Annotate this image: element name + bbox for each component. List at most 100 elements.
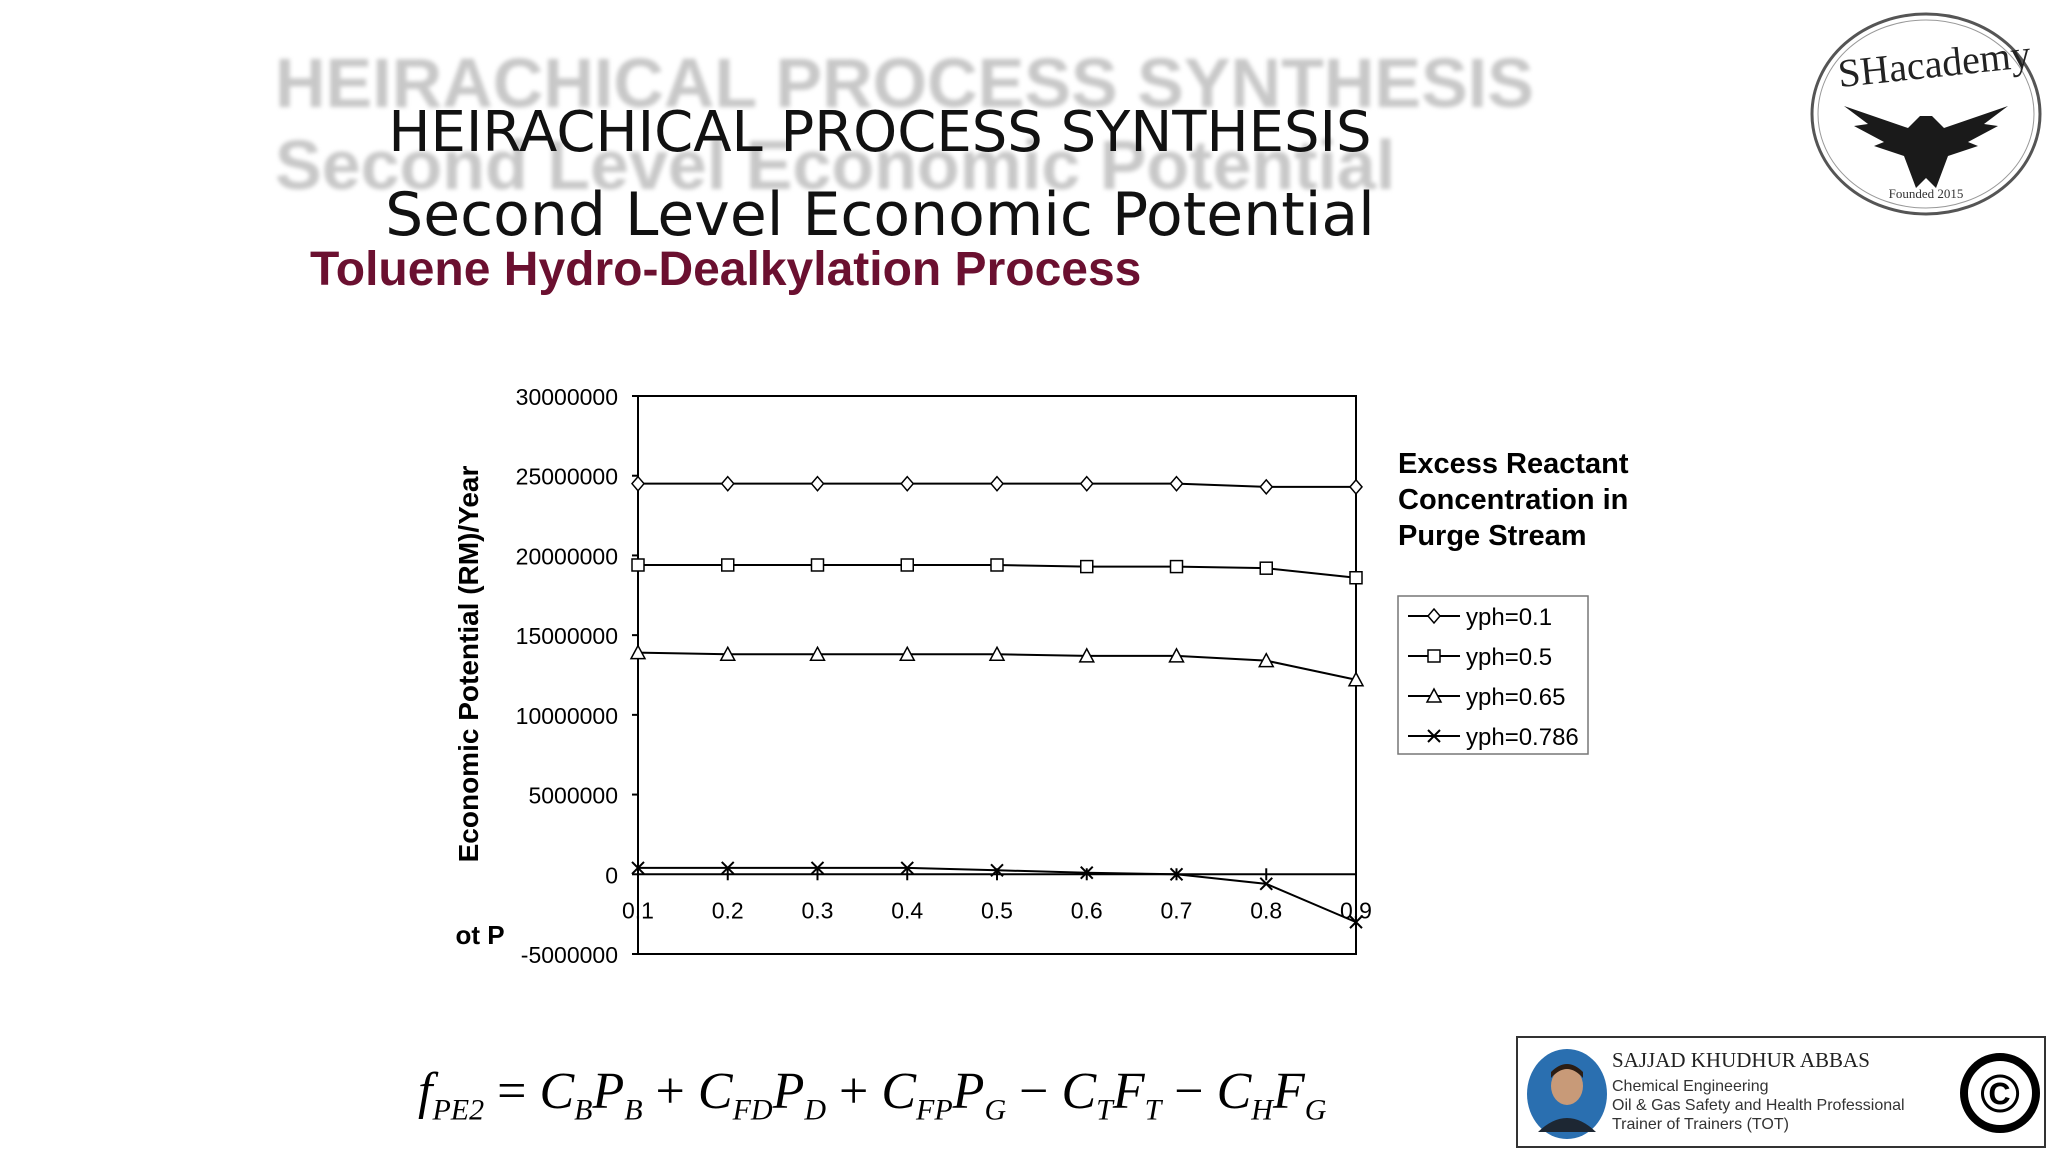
data-point-triangle bbox=[1425, 687, 1443, 703]
x-tick-label: 0.6 bbox=[1071, 897, 1103, 923]
data-point-diamond bbox=[720, 475, 735, 492]
data-point-diamond bbox=[990, 475, 1004, 492]
y-tick-label: -5000000 bbox=[521, 942, 618, 968]
y-tick-label: 20000000 bbox=[516, 543, 618, 569]
formula-subscript: G bbox=[984, 1093, 1007, 1127]
data-point-diamond bbox=[1079, 475, 1094, 492]
formula-subscript: FP bbox=[916, 1093, 953, 1127]
author-title: Oil & Gas Safety and Health Professional bbox=[1612, 1097, 1905, 1114]
formula-symbol: P bbox=[772, 1063, 805, 1120]
x-tick-label: 0.2 bbox=[712, 897, 744, 923]
formula-subscript: B bbox=[624, 1093, 643, 1127]
formula-subscript: D bbox=[804, 1093, 826, 1127]
legend-title-line: Excess Reactant bbox=[1398, 448, 1629, 480]
data-point-diamond bbox=[1349, 478, 1363, 496]
data-point-x bbox=[1080, 865, 1094, 880]
page-title-line2: Second Level Economic Potential bbox=[385, 180, 1375, 250]
data-point-x bbox=[1349, 915, 1363, 929]
formula-symbol: F bbox=[1272, 1063, 1305, 1120]
title-shadow-line1: HEIRACHICAL PROCESS SYNTHESIS bbox=[275, 44, 1534, 122]
data-point-diamond bbox=[1259, 478, 1274, 496]
formula-operator: − bbox=[1161, 1063, 1217, 1120]
data-point-diamond bbox=[1427, 607, 1441, 625]
formula-operator: = bbox=[484, 1063, 540, 1120]
data-point-square bbox=[990, 558, 1004, 572]
legend-entry: yph=0.786 bbox=[1466, 724, 1579, 751]
data-point-square bbox=[1080, 559, 1094, 574]
data-point-x bbox=[900, 861, 914, 875]
data-point-square bbox=[900, 558, 914, 572]
data-point-triangle bbox=[988, 645, 1006, 662]
legend-title-line: Concentration in bbox=[1398, 484, 1629, 516]
data-point-square bbox=[721, 558, 735, 572]
formula-subscript: T bbox=[1144, 1093, 1162, 1127]
legend-entry: yph=0.65 bbox=[1466, 684, 1565, 711]
economic-potential-chart: 30000000 25000000 20000000 15000000 10000000… bbox=[453, 384, 1589, 968]
formula-symbol: C bbox=[1061, 1063, 1097, 1120]
data-point-triangle bbox=[898, 645, 916, 662]
y-axis-label: Economic Potential (RM)/Year bbox=[453, 466, 484, 863]
author-title: Chemical Engineering bbox=[1612, 1078, 1769, 1095]
legend-entry: yph=0.5 bbox=[1466, 644, 1552, 671]
avatar bbox=[1527, 1049, 1607, 1139]
data-point-triangle bbox=[1078, 647, 1096, 663]
data-point-square bbox=[1427, 649, 1441, 663]
formula-subscript: G bbox=[1304, 1093, 1327, 1127]
data-point-square bbox=[1169, 559, 1184, 574]
x-tick-label: 0.7 bbox=[1161, 897, 1193, 923]
formula-operator: − bbox=[1006, 1063, 1062, 1120]
data-point-diamond bbox=[1169, 475, 1184, 492]
y-tick-label: 25000000 bbox=[516, 464, 618, 490]
y-tick-label: 0 bbox=[605, 862, 618, 888]
formula-subscript: H bbox=[1251, 1093, 1273, 1127]
author-card: SAJJAD KHUDHUR ABBAS Chemical Engineerin… bbox=[1516, 1036, 2046, 1148]
y-tick-label: 30000000 bbox=[516, 384, 618, 410]
formula-operator: + bbox=[642, 1063, 698, 1120]
legend-entry: yph=0.1 bbox=[1466, 604, 1552, 631]
formula-symbol: C bbox=[539, 1063, 575, 1120]
formula-symbol: C bbox=[1216, 1063, 1252, 1120]
economic-potential-formula: fPE2 = CBPB + CFDPD + CFPPG − CTFT − CHF… bbox=[418, 1062, 1326, 1127]
x-tick-label: 0.5 bbox=[981, 897, 1013, 923]
x-tick-label: 0.4 bbox=[891, 897, 923, 923]
data-point-diamond bbox=[900, 475, 915, 492]
data-point-x bbox=[721, 861, 735, 875]
author-name: SAJJAD KHUDHUR ABBAS bbox=[1612, 1048, 1870, 1072]
svg-text:Founded 2015: Founded 2015 bbox=[1889, 186, 1964, 201]
data-point-diamond bbox=[631, 475, 645, 492]
formula-subscript: FD bbox=[732, 1093, 773, 1127]
data-point-triangle bbox=[1168, 647, 1185, 663]
data-point-triangle bbox=[809, 645, 826, 662]
formula-symbol: P bbox=[592, 1063, 625, 1120]
data-point-x bbox=[990, 863, 1004, 878]
x-tick-label: 0.9 bbox=[1340, 897, 1372, 923]
y-tick-label: 10000000 bbox=[516, 703, 618, 729]
y-tick-label: 15000000 bbox=[516, 623, 618, 649]
legend-box bbox=[1397, 595, 1589, 755]
shacademy-logo: SHacademy Founded 2015 bbox=[1810, 12, 2042, 216]
legend-title-line: Purge Stream bbox=[1398, 520, 1587, 552]
formula-symbol: C bbox=[881, 1063, 917, 1120]
x-tick-label: 0.1 bbox=[622, 897, 654, 923]
x-tick-label: 0.8 bbox=[1250, 897, 1282, 923]
page-subtitle: Toluene Hydro-Dealkylation Process bbox=[310, 243, 1142, 296]
data-point-square bbox=[1349, 570, 1363, 585]
x-tick-label: 0.3 bbox=[802, 897, 834, 923]
y-tick-label: 5000000 bbox=[528, 783, 618, 809]
data-point-square bbox=[810, 558, 825, 572]
formula-symbol: F bbox=[1112, 1063, 1145, 1120]
formula-symbol: f bbox=[418, 1063, 433, 1120]
legend-title: Excess Reactant Concentration in Purge S… bbox=[1398, 446, 1629, 554]
data-point-x bbox=[1259, 877, 1273, 891]
data-point-x bbox=[631, 861, 645, 875]
formula-subscript: B bbox=[574, 1093, 593, 1127]
data-point-square bbox=[1259, 561, 1273, 575]
data-point-triangle bbox=[629, 644, 647, 660]
copyright-icon: © bbox=[1960, 1053, 2040, 1133]
formula-subscript: T bbox=[1096, 1093, 1113, 1127]
data-point-triangle bbox=[719, 645, 737, 662]
author-title: Trainer of Trainers (TOT) bbox=[1612, 1116, 1789, 1133]
data-point-triangle bbox=[1257, 652, 1275, 668]
formula-subscript: PE2 bbox=[432, 1093, 485, 1127]
data-point-x bbox=[810, 861, 825, 875]
